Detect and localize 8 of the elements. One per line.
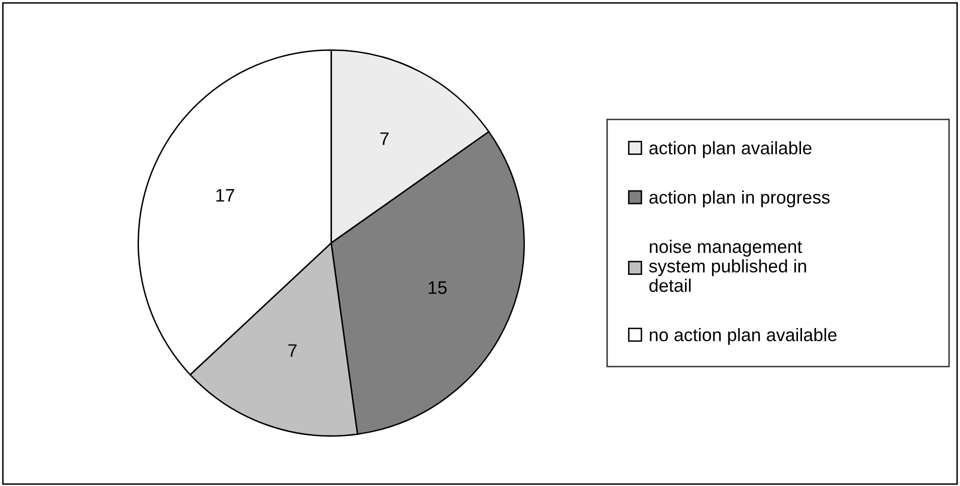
legend-label: action plan in progress xyxy=(649,190,830,208)
data-label: 17 xyxy=(216,189,234,202)
data-label: 7 xyxy=(288,344,297,357)
data-label: 15 xyxy=(428,281,447,294)
legend-label: action plan available xyxy=(649,141,812,158)
data-label: 7 xyxy=(380,132,389,145)
legend-label: no action plan available xyxy=(650,328,837,345)
legend-label: noise management system published in detail xyxy=(649,240,806,292)
